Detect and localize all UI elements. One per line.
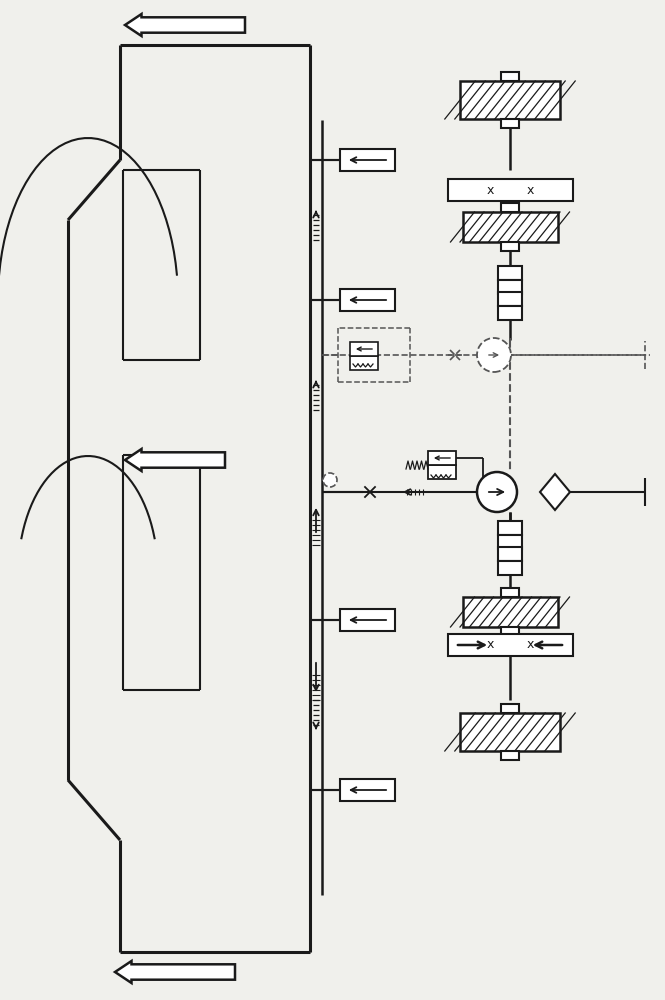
Polygon shape [540, 474, 570, 510]
Bar [350, 356, 378, 370]
Bar [501, 704, 519, 713]
Bar [498, 306, 522, 320]
Bar [501, 203, 519, 212]
Bar [501, 751, 519, 760]
Bar [498, 266, 522, 280]
Bar [448, 179, 573, 201]
Bar [340, 779, 395, 801]
Bar [498, 547, 522, 561]
Bar [428, 451, 456, 465]
Bar [501, 72, 519, 81]
Bar [448, 634, 573, 656]
Bar [501, 588, 519, 597]
Bar [501, 119, 519, 128]
Bar [428, 465, 456, 479]
Bar [340, 149, 395, 171]
Circle shape [477, 472, 517, 512]
Polygon shape [125, 449, 225, 471]
Bar [498, 535, 522, 549]
Circle shape [477, 338, 511, 372]
Bar [350, 342, 378, 356]
Text: x: x [526, 639, 534, 652]
Bar [498, 292, 522, 306]
Text: x: x [526, 184, 534, 196]
Bar [501, 242, 519, 251]
Bar [460, 81, 560, 119]
Polygon shape [115, 961, 235, 983]
Bar [501, 627, 519, 636]
Text: x: x [486, 184, 493, 196]
Text: x: x [486, 639, 493, 652]
Bar [498, 521, 522, 535]
Bar [340, 289, 395, 311]
Bar [460, 713, 560, 751]
Bar [340, 609, 395, 631]
Bar [462, 212, 557, 242]
Bar [498, 561, 522, 575]
Circle shape [323, 473, 337, 487]
Polygon shape [125, 14, 245, 36]
Bar [462, 597, 557, 627]
Bar [498, 280, 522, 294]
